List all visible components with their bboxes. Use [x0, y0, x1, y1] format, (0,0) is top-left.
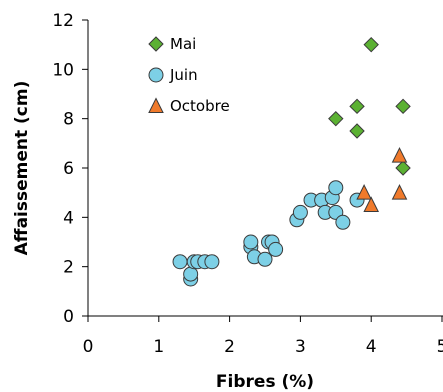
data-point-circle [204, 254, 220, 270]
data-point-triangle [363, 196, 380, 212]
x-axis-title: Fibres (%) [216, 372, 314, 392]
legend-label: Juin [169, 66, 198, 84]
data-point-circle [335, 214, 351, 230]
data-point-diamond [349, 98, 365, 115]
y-axis-title: Affaissement (cm) [12, 81, 32, 256]
data-point-circle [268, 241, 284, 257]
legend-marker-circle [148, 67, 164, 83]
y-tick-label: 12 [52, 11, 74, 31]
data-point-circle [183, 266, 199, 282]
y-tick-label: 6 [63, 159, 74, 179]
legend-label: Octobre [170, 97, 230, 115]
data-point-diamond [349, 123, 365, 139]
legend-marker-triangle [148, 97, 164, 113]
data-point-circle [172, 254, 188, 270]
x-tick-label: 3 [295, 337, 306, 357]
legend-marker-diamond [148, 36, 164, 52]
data-point-circle [292, 204, 308, 220]
y-axis-ticks: 0 2 4 6 8 10 12 [52, 11, 88, 327]
x-tick-label: 0 [83, 337, 94, 357]
data-point-circle [328, 180, 344, 196]
y-tick-label: 4 [63, 208, 74, 228]
x-axis-ticks: 0 1 2 3 4 5 [83, 316, 443, 357]
data-point-triangle [391, 147, 408, 163]
legend-label: Mai [170, 35, 196, 53]
y-tick-label: 0 [63, 307, 74, 327]
data-points [172, 36, 411, 287]
data-point-circle [243, 234, 259, 250]
y-tick-label: 10 [52, 60, 74, 80]
legend: Mai Juin Octobre [148, 35, 230, 115]
y-tick-label: 2 [63, 258, 74, 278]
x-tick-label: 4 [366, 337, 377, 357]
x-tick-label: 5 [437, 337, 443, 357]
data-point-diamond [363, 36, 379, 53]
y-tick-label: 8 [63, 110, 74, 130]
data-point-diamond [328, 110, 344, 127]
data-point-circle [257, 251, 273, 267]
data-point-triangle [356, 184, 372, 200]
data-point-triangle [391, 184, 408, 200]
data-point-diamond [395, 98, 411, 115]
data-point-diamond [395, 160, 411, 176]
x-tick-label: 1 [153, 337, 164, 357]
x-tick-label: 2 [224, 337, 235, 357]
